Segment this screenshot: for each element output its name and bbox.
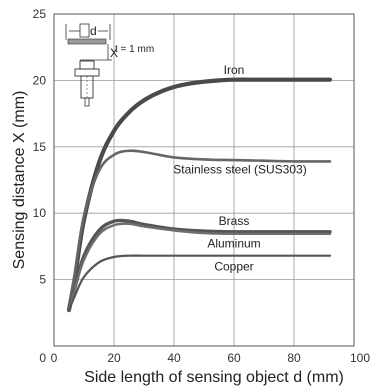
grid [54,14,354,346]
series-lines [66,77,333,313]
plot-frame [53,13,355,347]
y-tick-label: 20 [33,73,47,87]
series-labels: Iron Stainless steel (SUS303) Brass Aluminu… [173,63,306,274]
x-tick-label: 80 [287,351,301,365]
sensor-diagram-inset: d X t = 1 mm [65,23,154,107]
series-label: Stainless steel (SUS303) [173,162,306,176]
x-tick-label: 0 [51,351,58,365]
y-tick-label: 15 [33,140,47,154]
inset-label-thickness: t = 1 mm [115,44,154,55]
sensor-nut [74,68,100,77]
x-tick-label: 60 [227,351,241,365]
sensing-object-box [79,23,90,38]
sensor-body [80,75,94,99]
sensor-head [79,60,95,70]
sensor-cable [84,97,90,107]
inset-label-d: d [90,24,97,38]
x-tick-label: 20 [107,351,121,365]
series-label: Aluminum [207,237,260,251]
tick-labels: 0 20 40 60 80 100 5 10 15 20 25 0 [33,7,371,365]
series-line-aluminum [67,222,332,312]
y-axis-title: Sensing distance X (mm) [11,91,28,270]
x-tick-label: 40 [167,351,181,365]
y-tick-label: 5 [39,273,46,287]
origin-label: 0 [39,351,46,365]
series-line-stainless-steel-sus303 [67,149,332,312]
x-tick-label: 100 [350,351,370,365]
series-label: Copper [214,259,253,273]
y-tick-label: 25 [33,7,47,21]
x-axis-title: Side length of sensing object d (mm) [84,369,344,386]
inset-label-x: X [110,46,118,60]
series-line-copper [67,254,332,312]
y-tick-label: 10 [33,206,47,220]
series-line-brass [67,218,332,312]
series-label: Iron [224,63,245,77]
sensing-object-plate [67,38,107,45]
series-line-iron [66,77,333,313]
series-label: Brass [219,214,250,228]
